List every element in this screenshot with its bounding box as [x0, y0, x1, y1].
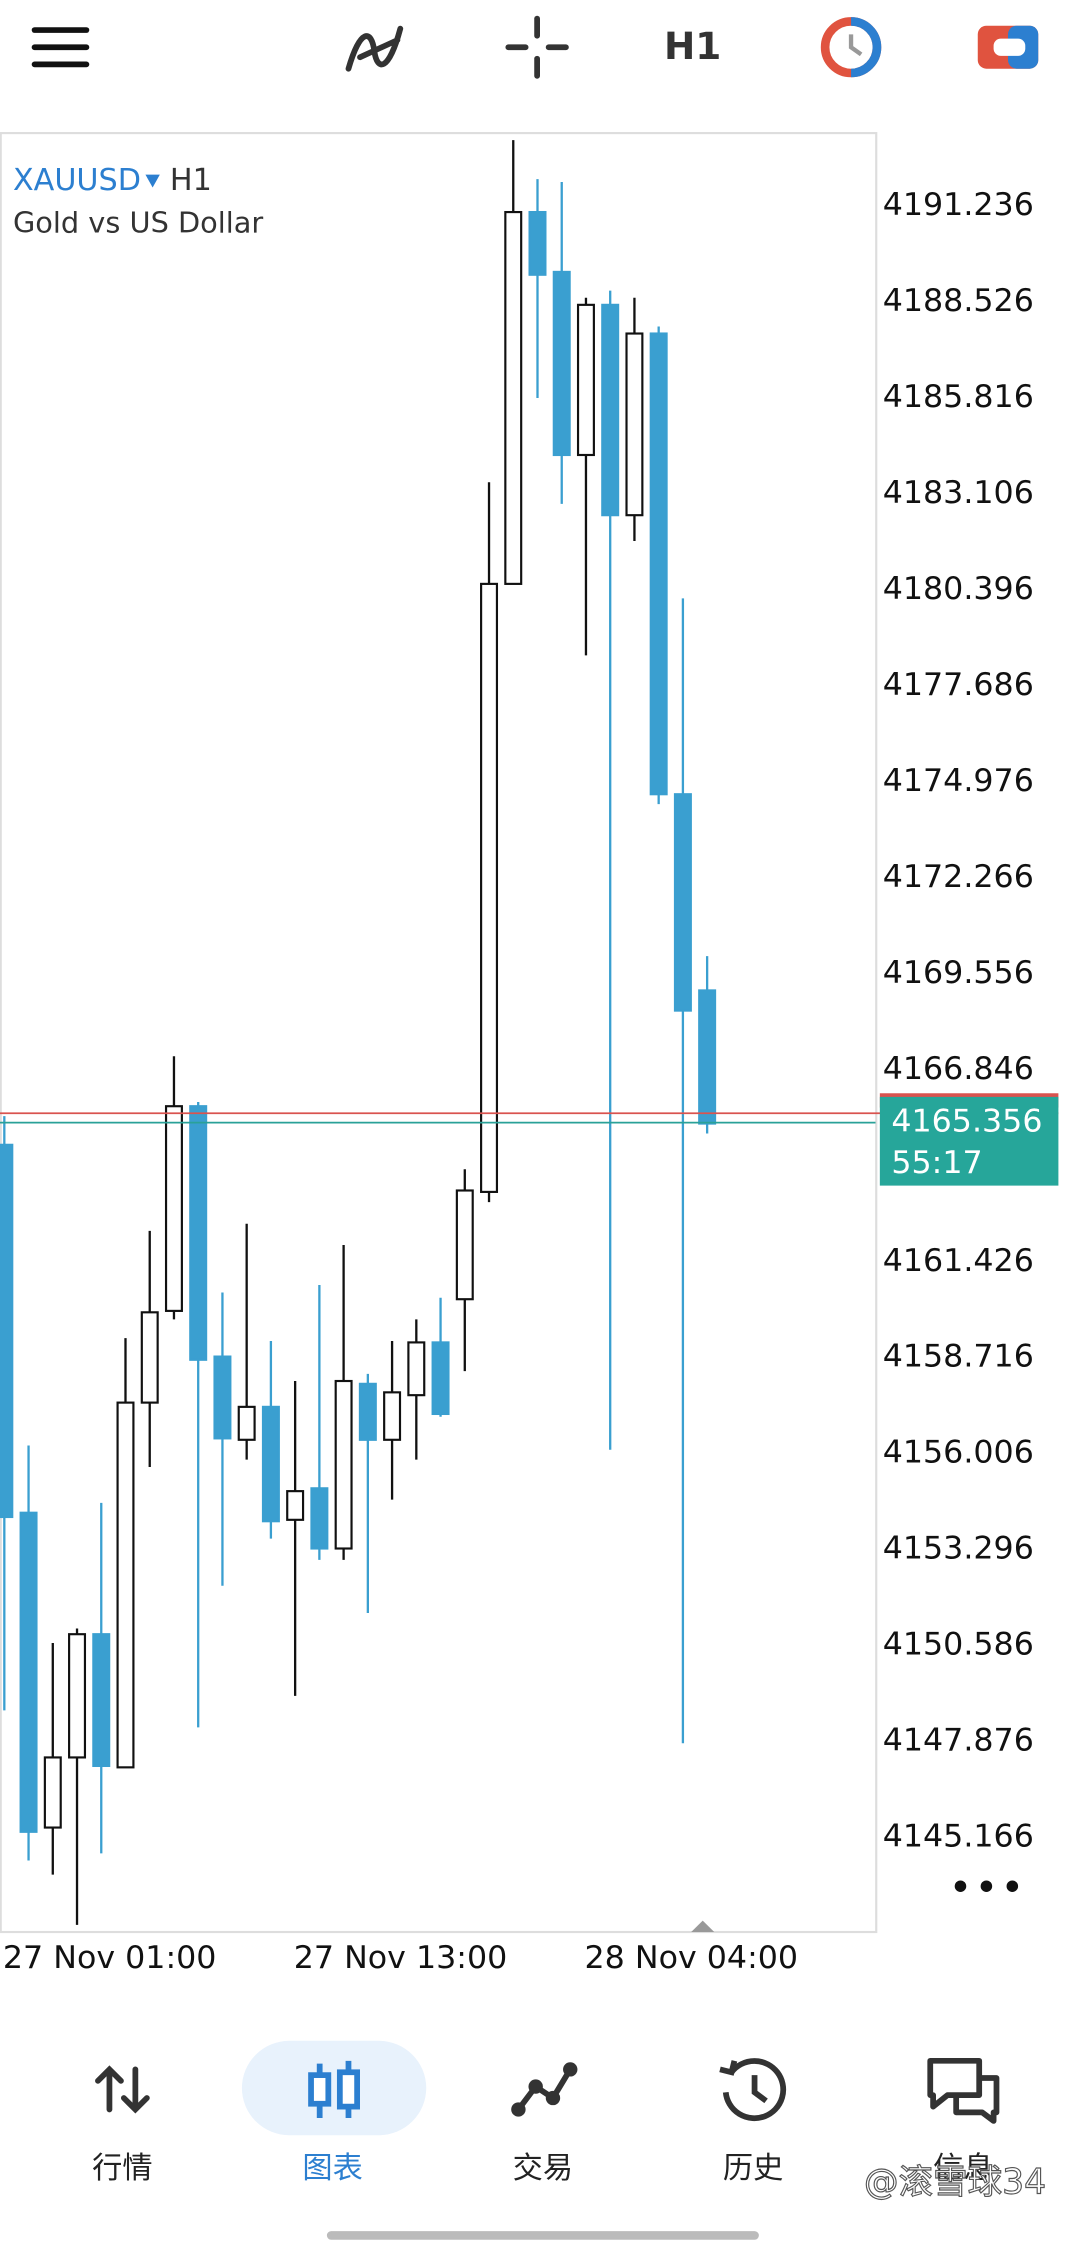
more-dot[interactable]: [954, 1880, 967, 1892]
x-tick-label: 28 Nov 04:00: [585, 1940, 799, 1976]
nav-history-icon[interactable]: [719, 2058, 787, 2122]
y-tick-label: 4161.426: [883, 1243, 1034, 1279]
y-tick-label: 4185.816: [883, 379, 1034, 415]
candle-body: [92, 1633, 111, 1768]
nav-messages-icon[interactable]: [927, 2057, 1000, 2124]
chart-frame: [0, 132, 878, 1934]
candle-body: [68, 1633, 87, 1759]
candle-body: [431, 1341, 450, 1416]
candle-body: [164, 1105, 183, 1312]
more-dot[interactable]: [1006, 1880, 1019, 1892]
trade-toggle[interactable]: [977, 25, 1039, 69]
candle-body: [383, 1391, 402, 1441]
indicators-button[interactable]: [345, 25, 404, 72]
candle-body: [358, 1382, 377, 1441]
candle-body: [189, 1105, 208, 1361]
nav-label[interactable]: 历史: [723, 2151, 783, 2186]
y-tick-label: 4183.106: [883, 475, 1034, 511]
candle-body: [0, 1143, 14, 1519]
y-tick-label: 4191.236: [883, 187, 1034, 223]
candle-body: [286, 1490, 305, 1521]
timeframe-button[interactable]: H1: [664, 24, 721, 68]
symbol[interactable]: XAUUSD: [13, 163, 141, 198]
bid-label: 4165.356: [891, 1104, 1042, 1140]
symbol-timeframe: H1: [170, 163, 212, 198]
y-tick-label: 4172.266: [883, 859, 1034, 895]
y-tick-label: 4145.166: [883, 1819, 1034, 1855]
y-tick-label: 4169.556: [883, 955, 1034, 991]
candle-body: [528, 210, 547, 276]
x-tick-label: 27 Nov 13:00: [294, 1940, 508, 1976]
nav-trade-icon-dots: [511, 2062, 578, 2117]
crosshair-button[interactable]: [505, 15, 569, 79]
current-time-marker: [691, 1920, 715, 1933]
nav-label[interactable]: 交易: [513, 2151, 573, 2186]
candle-body: [601, 303, 620, 517]
nav-label[interactable]: 信息: [933, 2151, 993, 2186]
y-tick-label: 4147.876: [883, 1723, 1034, 1759]
nav-selected-pill: [241, 2040, 427, 2136]
candle-body: [480, 582, 499, 1193]
nav-quotes-icon[interactable]: [95, 2065, 150, 2114]
candle-body: [237, 1405, 256, 1441]
candle-body: [625, 332, 644, 517]
candle-body: [673, 793, 692, 1012]
clock-button[interactable]: [820, 17, 882, 78]
candle-body: [310, 1487, 329, 1550]
more-dot[interactable]: [980, 1880, 993, 1892]
candle-body: [552, 270, 571, 457]
y-tick-label: 4188.526: [883, 283, 1034, 319]
y-tick-label: 4177.686: [883, 667, 1034, 703]
x-tick-label: 27 Nov 01:00: [3, 1940, 217, 1976]
y-tick-label: 4156.006: [883, 1435, 1034, 1471]
y-tick-label: 4166.846: [883, 1051, 1034, 1087]
candle-body: [455, 1189, 474, 1301]
home-indicator: [326, 2231, 759, 2240]
nav-label[interactable]: 图表: [302, 2151, 362, 2186]
candle-body: [116, 1401, 135, 1769]
y-tick-label: 4150.586: [883, 1627, 1034, 1663]
nav-trade-icon[interactable]: [516, 2067, 573, 2112]
candle-body: [140, 1311, 159, 1404]
candle-body: [407, 1341, 426, 1397]
plot: [0, 140, 717, 1925]
countdown-label: 55:17: [891, 1145, 982, 1181]
y-tick-label: 4153.296: [883, 1531, 1034, 1567]
symbol-dropdown[interactable]: [145, 174, 160, 188]
candle-body: [334, 1379, 353, 1550]
nav-chart-icon[interactable]: [308, 2060, 360, 2119]
symbol-description: Gold vs US Dollar: [13, 206, 264, 240]
candle-body: [213, 1355, 232, 1440]
bid-label-bg: [879, 1096, 1059, 1186]
watermark: @滚雪球34: [864, 2162, 1046, 2202]
candle-body: [261, 1405, 280, 1523]
y-tick-label: 4158.716: [883, 1339, 1034, 1375]
menu-button[interactable]: [31, 27, 90, 68]
candle-body: [504, 210, 523, 585]
candle-body: [698, 989, 717, 1125]
y-tick-label: 4174.976: [883, 763, 1034, 799]
candle-body: [43, 1756, 62, 1829]
candle-body: [649, 332, 668, 796]
candle-body: [576, 303, 595, 457]
y-tick-label: 4180.396: [883, 571, 1034, 607]
nav-label[interactable]: 行情: [92, 2151, 152, 2186]
candle-body: [19, 1511, 38, 1833]
